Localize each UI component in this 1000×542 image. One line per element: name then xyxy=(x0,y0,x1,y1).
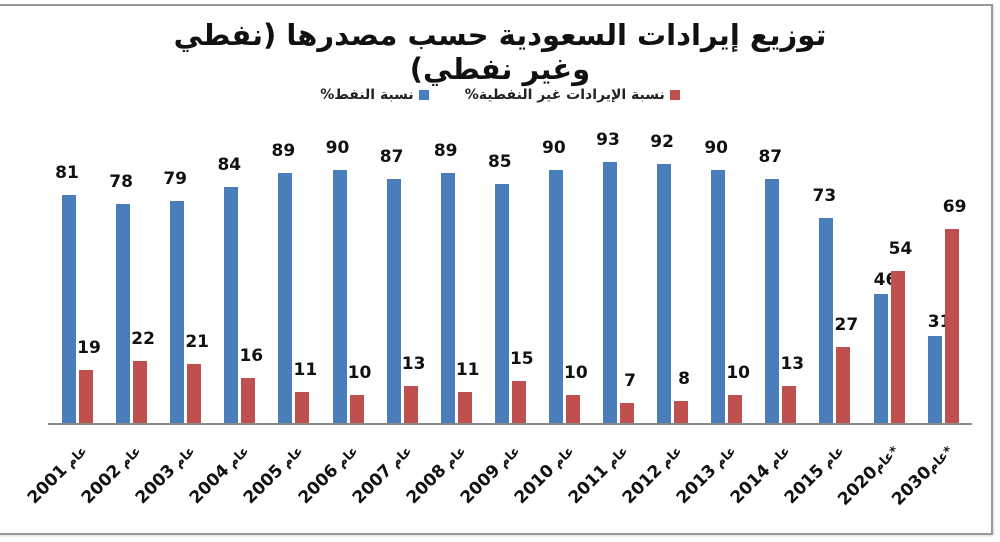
value-label-non-oil: 22 xyxy=(131,329,155,350)
value-label-non-oil: 11 xyxy=(455,360,480,381)
bar-oil xyxy=(711,170,726,423)
legend: نسبة الإيرادات غير النفطية% نسبة النفط% xyxy=(280,84,720,106)
value-label-oil: 90 xyxy=(542,138,566,159)
bar-non-oil xyxy=(782,386,797,423)
value-label-oil: 90 xyxy=(325,138,350,159)
value-label-non-oil: 27 xyxy=(834,315,859,336)
bar-oil xyxy=(657,164,672,423)
bar-non-oil xyxy=(728,394,743,423)
bar-oil xyxy=(386,178,401,423)
value-label-oil: 89 xyxy=(433,140,458,161)
value-label-non-oil: 10 xyxy=(347,362,372,383)
value-label-non-oil: 13 xyxy=(401,354,426,375)
legend-item-non-oil: نسبة الإيرادات غير النفطية% xyxy=(465,87,680,103)
value-label-oil: 87 xyxy=(758,146,783,167)
legend-swatch-non-oil xyxy=(669,90,680,100)
bar-oil xyxy=(873,293,888,423)
bar-oil xyxy=(278,172,293,423)
bar-oil xyxy=(603,161,617,423)
chart-title: توزيع إيرادات السعودية حسب مصدرها (نفطي … xyxy=(173,18,827,86)
bar-oil xyxy=(819,217,834,423)
bar-non-oil xyxy=(511,380,526,423)
bar-non-oil xyxy=(295,392,310,423)
bar-non-oil xyxy=(890,271,905,423)
bar-oil xyxy=(170,201,185,423)
value-label-non-oil: 21 xyxy=(185,331,210,352)
bar-oil xyxy=(548,170,563,423)
value-label-non-oil: 69 xyxy=(942,197,967,218)
value-label-non-oil: 15 xyxy=(509,348,534,369)
bar-oil xyxy=(224,186,239,423)
bar-non-oil xyxy=(944,229,959,423)
bar-oil xyxy=(927,335,942,423)
value-label-non-oil: 54 xyxy=(888,239,913,260)
value-label-oil: 92 xyxy=(650,132,674,153)
bar-oil xyxy=(494,184,509,423)
value-label-oil: 84 xyxy=(217,154,242,175)
value-label-oil: 81 xyxy=(55,163,79,184)
bar-non-oil xyxy=(187,363,202,423)
bar-non-oil xyxy=(403,386,418,423)
bar-non-oil xyxy=(241,378,256,423)
value-label-non-oil: 19 xyxy=(77,337,101,358)
legend-label-oil: نسبة النفط% xyxy=(320,87,414,103)
bar-non-oil xyxy=(133,361,148,423)
bar-non-oil xyxy=(79,369,93,423)
bar-non-oil xyxy=(836,347,851,423)
bar-oil xyxy=(116,203,131,423)
legend-item-oil: نسبة النفط% xyxy=(320,87,429,103)
value-label-oil: 89 xyxy=(271,140,296,161)
legend-label-non-oil: نسبة الإيرادات غير النفطية% xyxy=(464,87,665,103)
value-label-non-oil: 11 xyxy=(293,360,318,381)
legend-swatch-oil xyxy=(418,90,429,100)
bar-non-oil xyxy=(565,394,580,423)
value-label-non-oil: 16 xyxy=(239,346,264,367)
value-label-non-oil: 13 xyxy=(780,354,805,375)
value-label-non-oil: 8 xyxy=(678,368,691,389)
bar-oil xyxy=(440,172,455,423)
bar-oil xyxy=(332,170,347,423)
bar-non-oil xyxy=(674,400,689,423)
value-label-oil: 79 xyxy=(163,169,188,189)
value-label-oil: 87 xyxy=(379,146,404,167)
bar-oil xyxy=(62,195,76,423)
value-label-oil: 73 xyxy=(812,185,837,206)
value-label-oil: 85 xyxy=(487,152,512,173)
bar-oil xyxy=(765,178,780,423)
bar-non-oil xyxy=(620,403,634,423)
value-label-non-oil: 10 xyxy=(726,362,751,383)
value-label-oil: 93 xyxy=(596,129,620,150)
value-label-oil: 90 xyxy=(704,138,729,159)
value-label-oil: 78 xyxy=(109,171,133,192)
bar-non-oil xyxy=(349,394,364,423)
value-label-non-oil: 7 xyxy=(624,371,636,392)
x-axis-line xyxy=(48,423,972,425)
bar-non-oil xyxy=(457,392,472,423)
value-label-non-oil: 10 xyxy=(564,362,588,383)
